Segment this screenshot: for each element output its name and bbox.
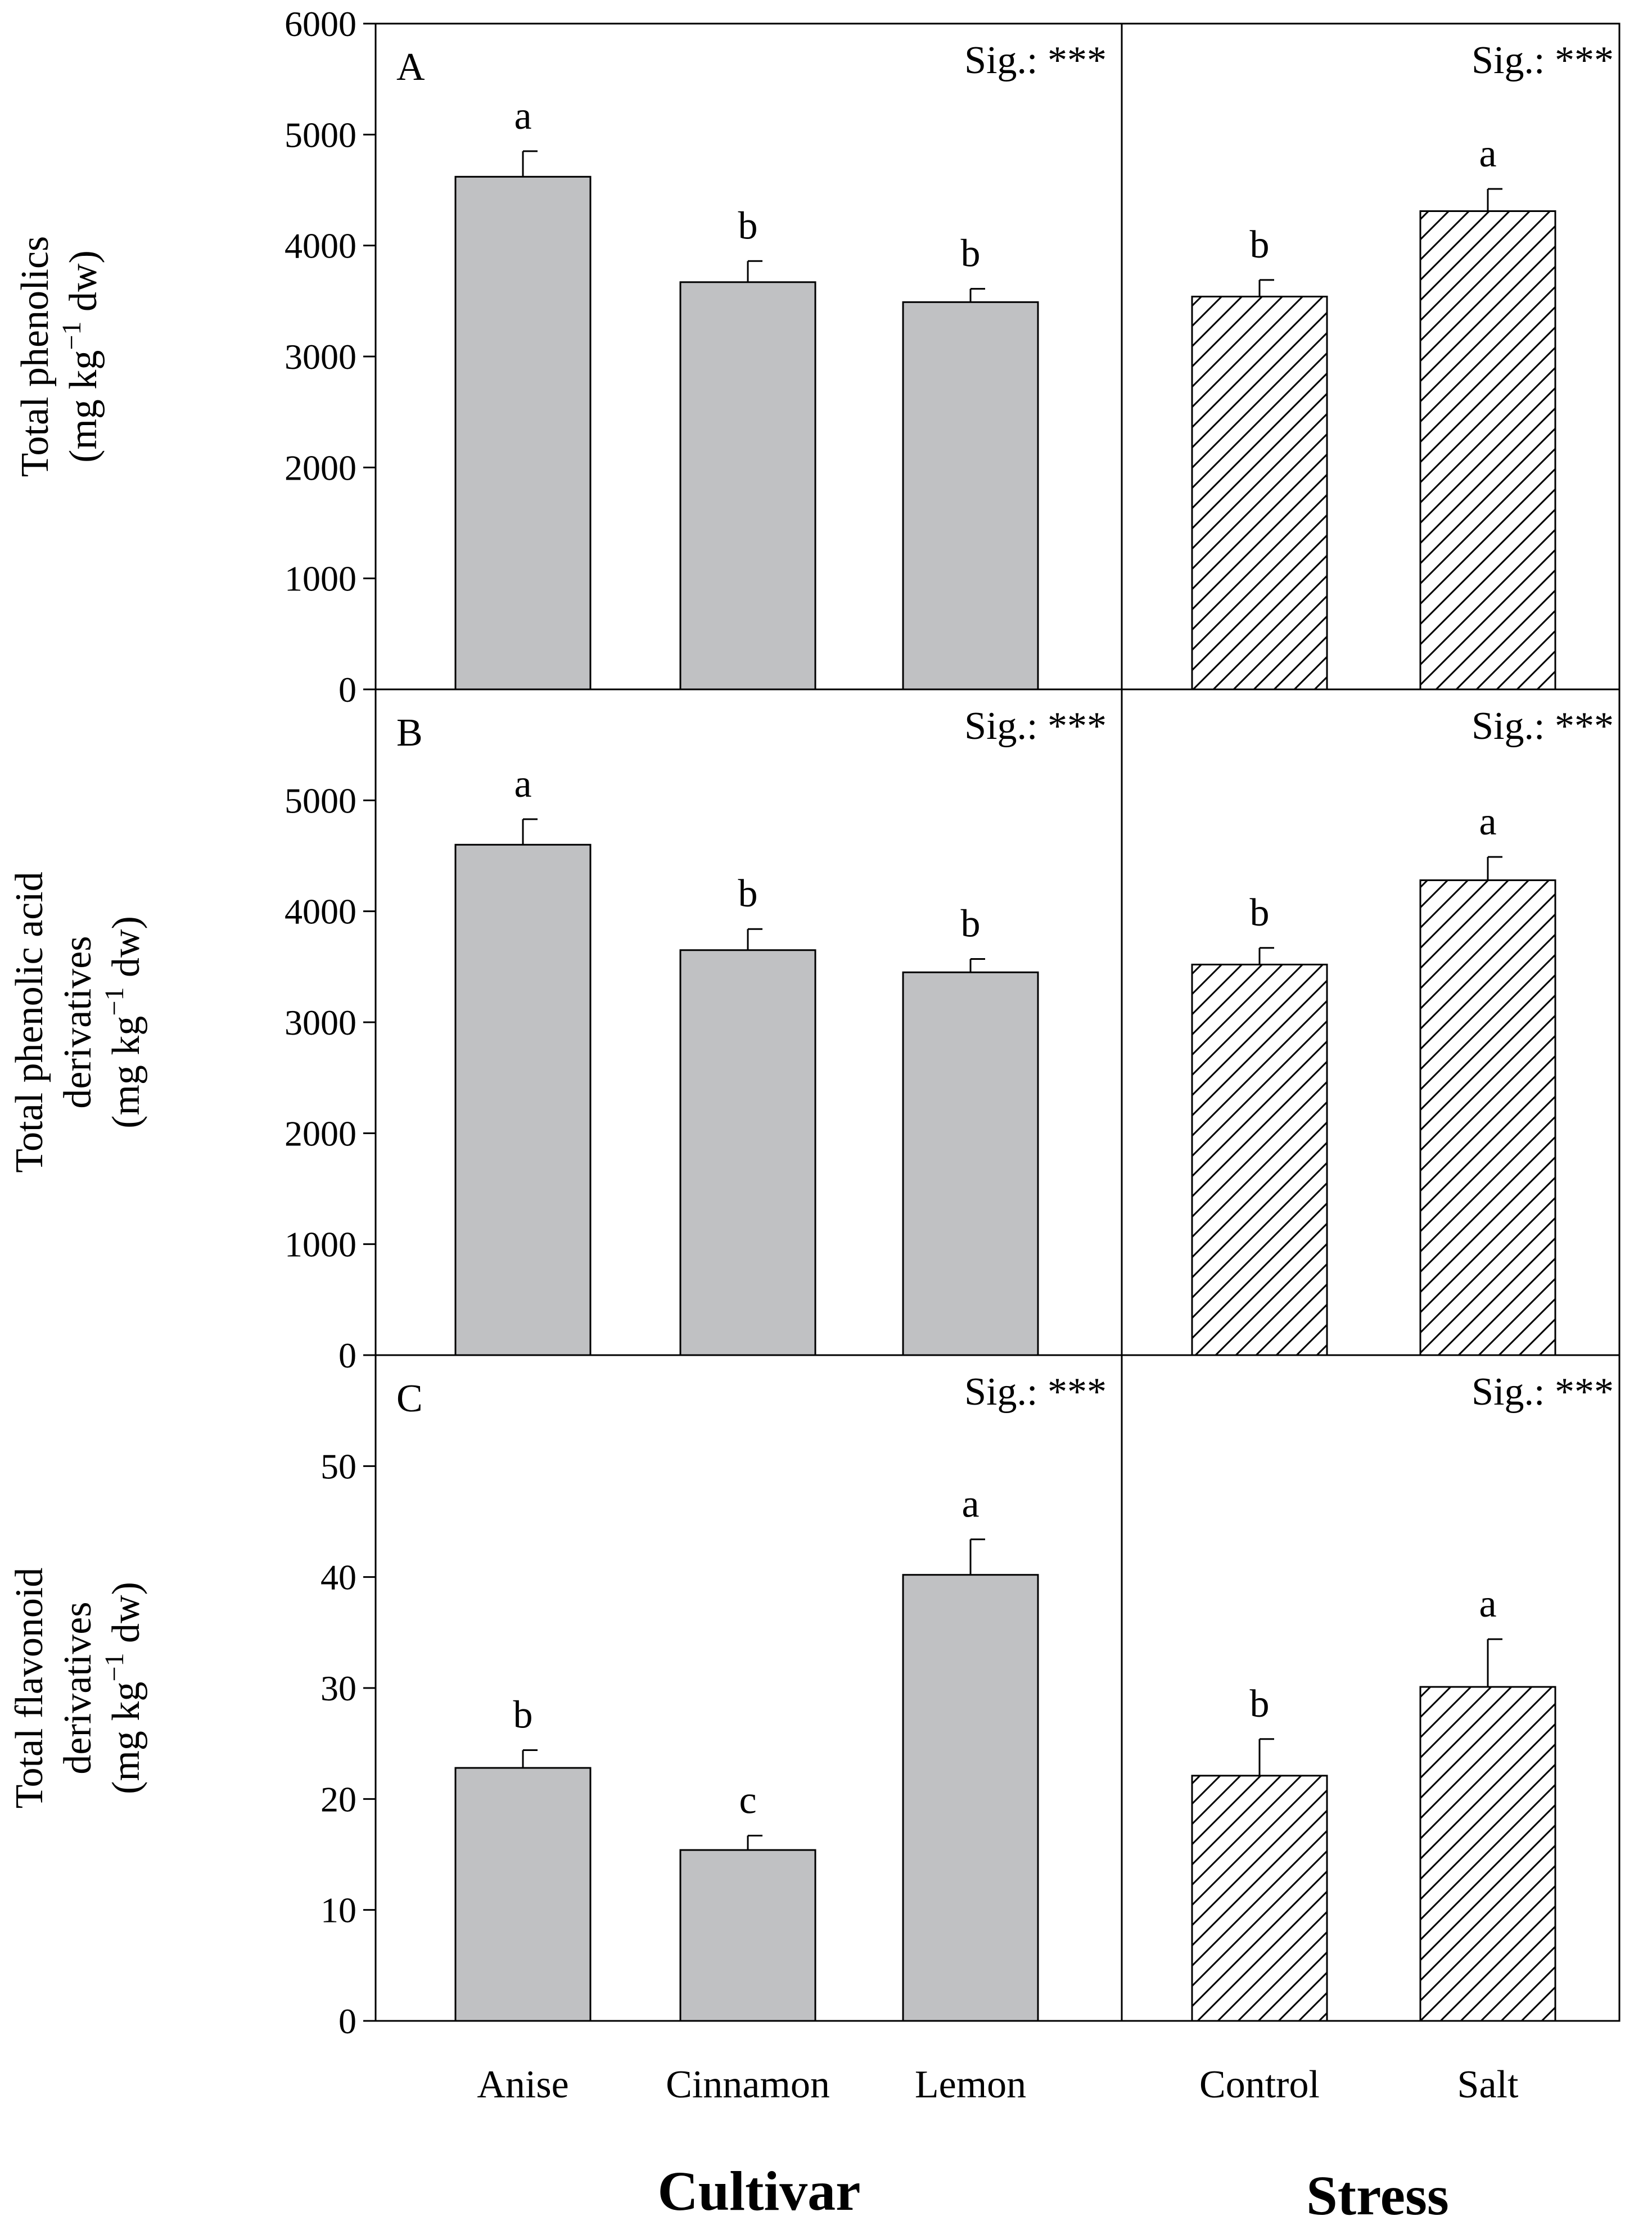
y-tick-label: 2000 (285, 448, 356, 488)
panel-frame-stress (1121, 1354, 1621, 2022)
y-tick-label: 30 (321, 1668, 356, 1708)
cultivar-bar (902, 1574, 1039, 2022)
y-tick-label: 10 (321, 1890, 356, 1930)
x-category-label: Lemon (915, 2063, 1026, 2106)
y-tick-label: 6000 (285, 4, 356, 44)
y-tick-label: 40 (321, 1558, 356, 1597)
stress-bar (1191, 1775, 1328, 2022)
y-tick-label: 4000 (285, 892, 356, 932)
significance-letter: a (1479, 132, 1496, 175)
y-tick-label: 20 (321, 1779, 356, 1819)
y-axis-title: Total flavonoid (8, 1568, 51, 1809)
y-tick-label: 0 (338, 1335, 356, 1375)
significance-label-stress: Sig.: *** (1472, 39, 1614, 82)
significance-letter: a (514, 94, 531, 138)
y-tick-label: 1000 (285, 559, 356, 599)
cultivar-bar (454, 175, 592, 690)
y-axis-title: Total phenolic acid (8, 872, 51, 1172)
y-tick-label: 0 (338, 2001, 356, 2041)
y-axis-title: Total phenolics (13, 236, 57, 477)
significance-letter: b (961, 902, 981, 946)
y-tick-label: 5000 (285, 780, 356, 820)
y-tick-label: 3000 (285, 337, 356, 377)
significance-label-stress: Sig.: *** (1472, 705, 1614, 748)
x-category-label: Salt (1457, 2063, 1519, 2106)
significance-label-cultivar: Sig.: *** (964, 1370, 1107, 1414)
y-axis-units: (mg kg−1 dw) (57, 250, 105, 463)
significance-letter: b (513, 1694, 533, 1737)
y-axis-units: (mg kg−1 dw) (100, 1582, 148, 1794)
y-tick-label: 2000 (285, 1113, 356, 1153)
significance-letter: a (514, 762, 531, 806)
significance-letter: b (1250, 1682, 1270, 1726)
y-tick-label: 4000 (285, 226, 356, 266)
panel-b: 0 1000 2000 3000 4000 5000 B Sig.: *** Sig.: ***… (8, 688, 1621, 1375)
significance-letter: a (962, 1483, 979, 1526)
panel-label: C (396, 1377, 423, 1420)
cultivar-bar (679, 1849, 816, 2022)
y-axis-title: derivatives (56, 1601, 100, 1774)
significance-label-stress: Sig.: *** (1472, 1370, 1614, 1414)
x-category-label: Control (1199, 2063, 1320, 2106)
significance-label-cultivar: Sig.: *** (964, 705, 1107, 748)
stress-bar (1419, 1686, 1556, 2022)
cultivar-bar (679, 949, 816, 1356)
significance-letter: b (1250, 223, 1270, 267)
panel-label: A (396, 46, 425, 89)
significance-letter: a (1479, 800, 1496, 843)
stress-bar (1419, 210, 1556, 690)
significance-label-cultivar: Sig.: *** (964, 39, 1107, 82)
group-title-cultivar: Cultivar (657, 2160, 860, 2222)
cultivar-bar (454, 1767, 592, 2022)
stress-bar (1419, 879, 1556, 1356)
panel-a: 0 1000 2000 3000 4000 5000 6000 A Sig.: *** Sig.:… (13, 4, 1621, 710)
panel-label: B (396, 711, 423, 755)
stress-bar (1191, 963, 1328, 1356)
y-tick-label: 1000 (285, 1225, 356, 1265)
x-category-label: Anise (477, 2063, 568, 2106)
significance-letter: b (1250, 891, 1270, 935)
significance-letter: b (738, 204, 758, 247)
significance-letter: c (739, 1779, 756, 1822)
y-tick-label: 5000 (285, 115, 356, 155)
cultivar-bar (902, 301, 1039, 690)
group-title-stress: Stress (1306, 2164, 1449, 2227)
y-axis-units: (mg kg−1 dw) (100, 916, 148, 1129)
significance-letter: a (1479, 1582, 1496, 1626)
panel-c: 0 10 20 30 40 50 C Sig.: *** Sig.: *** Total flav… (8, 1354, 1621, 2041)
cultivar-bar (454, 843, 592, 1356)
y-axis-title: derivatives (56, 936, 100, 1108)
y-tick-label: 3000 (285, 1003, 356, 1042)
stress-bar (1191, 295, 1328, 690)
x-category-label: Cinnamon (666, 2063, 830, 2106)
significance-letter: b (738, 872, 758, 915)
significance-letter: b (961, 232, 981, 276)
y-tick-label: 50 (321, 1446, 356, 1486)
cultivar-bar (902, 971, 1039, 1356)
cultivar-bar (679, 281, 816, 690)
y-tick-label: 0 (338, 670, 356, 710)
